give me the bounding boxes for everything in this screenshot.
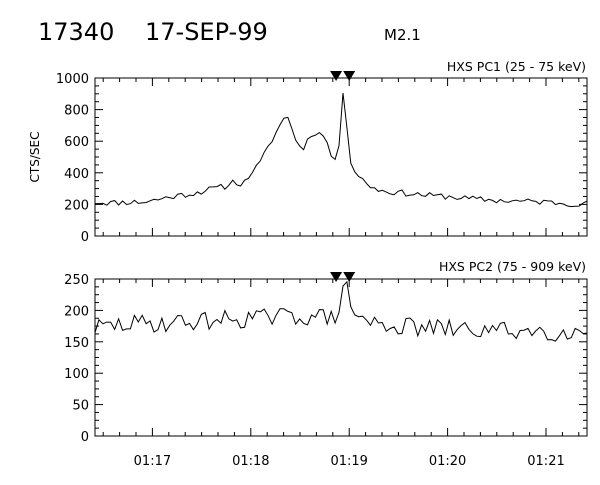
x-tick-label: 01:21 <box>527 454 564 469</box>
event-id: 17340 <box>38 18 114 46</box>
event-date: 17-SEP-99 <box>145 18 268 46</box>
y-tick-label: 200 <box>64 304 89 319</box>
panel2-title: HXS PC2 (75 - 909 keV) <box>439 259 586 274</box>
y-tick-label: 100 <box>64 367 89 382</box>
series-line <box>94 280 588 342</box>
x-tick-label: 01:17 <box>134 454 171 469</box>
y-tick-label: 150 <box>64 336 89 351</box>
flare-class: M2.1 <box>384 26 421 44</box>
y-tick-label: 200 <box>64 198 89 213</box>
y-tick-label: 600 <box>64 135 89 150</box>
x-tick-label: 01:18 <box>232 454 269 469</box>
plot-frame <box>94 77 588 237</box>
time-marker-triangle <box>330 71 343 81</box>
x-tick-label: 01:19 <box>330 454 367 469</box>
y-tick-label: 1000 <box>56 72 89 87</box>
time-marker-triangle <box>343 71 356 81</box>
y-tick-label: 50 <box>72 399 89 414</box>
panel1-plot: 0 200 400 600 800 1000 <box>56 71 588 245</box>
y-tick-label: 0 <box>81 230 89 245</box>
panel2-plot: 0 50 100 150 200 250 01:17 01:18 01:19 01:20 01:21 <box>64 272 588 469</box>
y-tick-label: 250 <box>64 273 89 288</box>
y-tick-label: 400 <box>64 167 89 182</box>
time-marker-triangle <box>330 272 343 282</box>
y-tick-label: 800 <box>64 104 89 119</box>
plot-frame <box>94 278 588 437</box>
y-axis-label: CTS/SEC <box>28 132 42 183</box>
time-marker-triangle <box>343 272 356 282</box>
panel1-title: HXS PC1 (25 - 75 keV) <box>447 59 586 74</box>
series-line <box>95 93 588 208</box>
x-tick-label: 01:20 <box>429 454 466 469</box>
y-tick-label: 0 <box>81 430 89 445</box>
